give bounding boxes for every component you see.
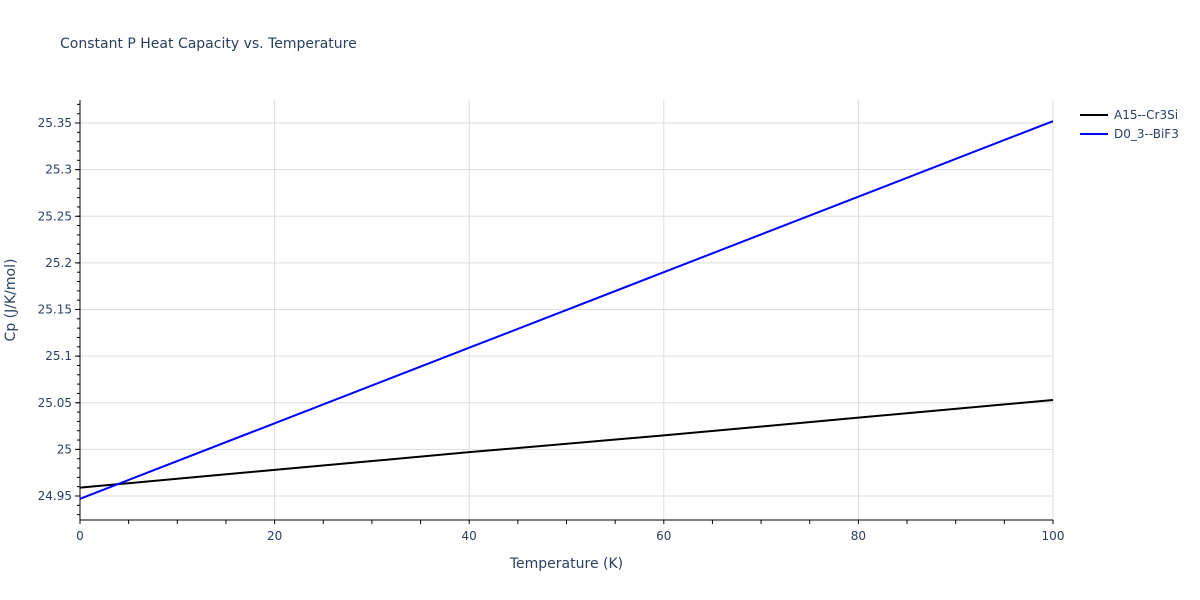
x-tick-label: 40 [462, 529, 477, 543]
series-line-d0-3-bif3 [79, 120, 1054, 500]
legend-label: D0_3--BiF3 [1114, 127, 1179, 141]
x-axis-title: Temperature (K) [509, 556, 623, 572]
x-tick-label: 0 [76, 529, 84, 543]
legend-label: A15--Cr3Si [1114, 108, 1178, 122]
x-tick-label: 100 [1042, 529, 1065, 543]
y-axis-title: Cp (J/K/mol) [3, 259, 19, 342]
y-tick-label: 25.15 [38, 303, 72, 317]
y-tick-label: 24.95 [38, 489, 72, 503]
chart-title: Constant P Heat Capacity vs. Temperature [60, 36, 357, 52]
y-tick-label: 25.3 [45, 163, 72, 177]
series-line-a15-cr3si [79, 398, 1054, 489]
y-tick-label: 25.1 [45, 349, 72, 363]
legend-item[interactable]: A15--Cr3Si [1080, 108, 1178, 122]
y-tick-label: 25.25 [38, 209, 72, 223]
y-tick-label: 25.35 [38, 116, 72, 130]
y-tick-label: 25.05 [38, 396, 72, 410]
legend-item[interactable]: D0_3--BiF3 [1080, 127, 1179, 141]
x-tick-label: 20 [267, 529, 282, 543]
legend: A15--Cr3Si D0_3--BiF3 [1080, 108, 1179, 141]
y-tick-label: 25.2 [45, 256, 72, 270]
x-tick-label: 60 [656, 529, 671, 543]
y-tick-label: 25 [57, 442, 72, 456]
x-tick-label: 80 [851, 529, 866, 543]
